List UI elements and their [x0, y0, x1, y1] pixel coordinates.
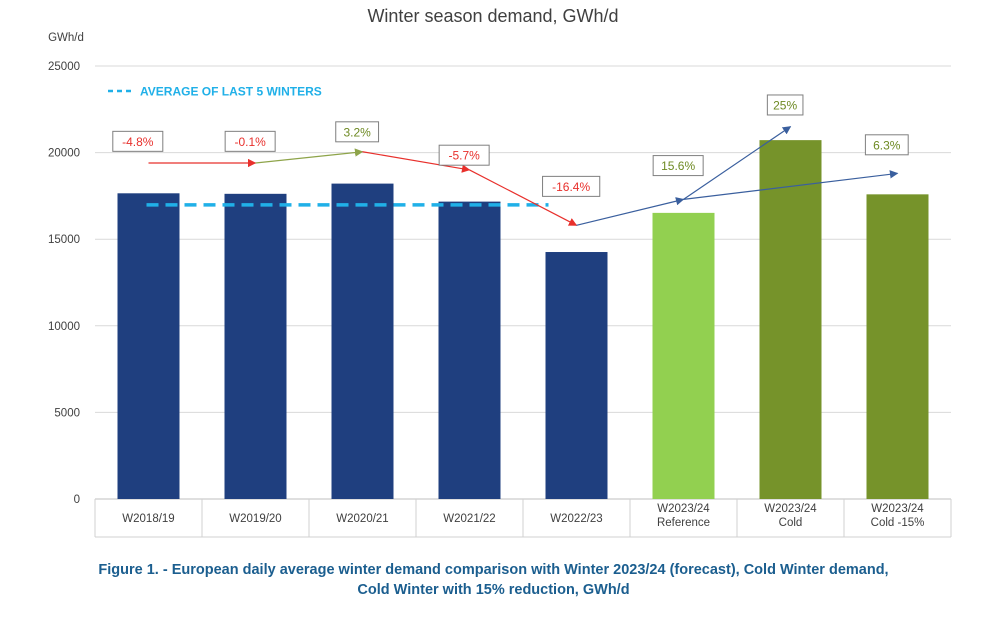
bar [652, 212, 715, 499]
caption-line-1: Figure 1. - European daily average winte… [98, 562, 889, 578]
x-tick-label: Reference [657, 517, 710, 529]
x-tick-label: W2023/24 [764, 503, 817, 515]
annotation-label: 15.6% [661, 159, 695, 173]
annotation-box [438, 144, 490, 166]
annotation-label: 6.3% [873, 138, 901, 152]
bar [331, 183, 394, 500]
x-tick-label: W2018/19 [122, 513, 174, 525]
x-tick-label: Cold -15% [871, 517, 925, 529]
annotation-label: -4.8% [122, 135, 154, 149]
figure-caption: Figure 1. - European daily average winte… [0, 560, 987, 600]
bar [545, 252, 608, 499]
x-tick-label: W2023/24 [871, 503, 924, 515]
annotation-label: -16.4% [552, 180, 590, 194]
x-tick-label: W2019/20 [229, 513, 281, 525]
legend-average-label: AVERAGE OF LAST 5 WINTERS [140, 85, 322, 99]
y-axis-label: GWh/d [48, 32, 84, 44]
trend-arrow [576, 197, 685, 226]
bar [224, 193, 287, 499]
trend-arrow [362, 151, 471, 173]
annotation-label: 25% [773, 98, 797, 112]
annotation-label: 3.2% [343, 125, 371, 139]
x-tick-label: Cold [779, 517, 803, 529]
trend-arrow [683, 126, 792, 200]
bar [438, 201, 501, 499]
y-tick-label: 10000 [48, 321, 80, 333]
x-tick-label: W2023/24 [657, 503, 710, 515]
annotation-box [864, 134, 909, 156]
y-tick-label: 0 [74, 494, 80, 506]
y-tick-label: 5000 [54, 407, 80, 419]
x-tick-label: W2020/21 [336, 513, 388, 525]
x-tick-label: W2021/22 [443, 513, 495, 525]
x-tick-label: W2022/23 [550, 513, 602, 525]
annotation-box [112, 130, 164, 152]
annotation-box [542, 175, 601, 197]
trend-arrow [255, 148, 364, 164]
bar [759, 140, 822, 500]
bar [117, 193, 180, 499]
annotation-label: -5.7% [448, 149, 480, 163]
annotation-box [652, 155, 704, 177]
chart-title: Winter season demand, GWh/d [367, 6, 618, 26]
annotation-box [335, 121, 380, 143]
y-tick-label: 20000 [48, 148, 80, 160]
caption-line-2: Cold Winter with 15% reduction, GWh/d [357, 582, 630, 598]
trend-arrow [683, 170, 899, 200]
annotation-label: -0.1% [234, 135, 266, 149]
trend-arrow [469, 169, 578, 226]
bar [866, 194, 929, 500]
y-tick-label: 15000 [48, 234, 80, 246]
annotation-box [766, 94, 804, 116]
y-tick-label: 25000 [48, 61, 80, 73]
annotation-box [224, 130, 276, 152]
